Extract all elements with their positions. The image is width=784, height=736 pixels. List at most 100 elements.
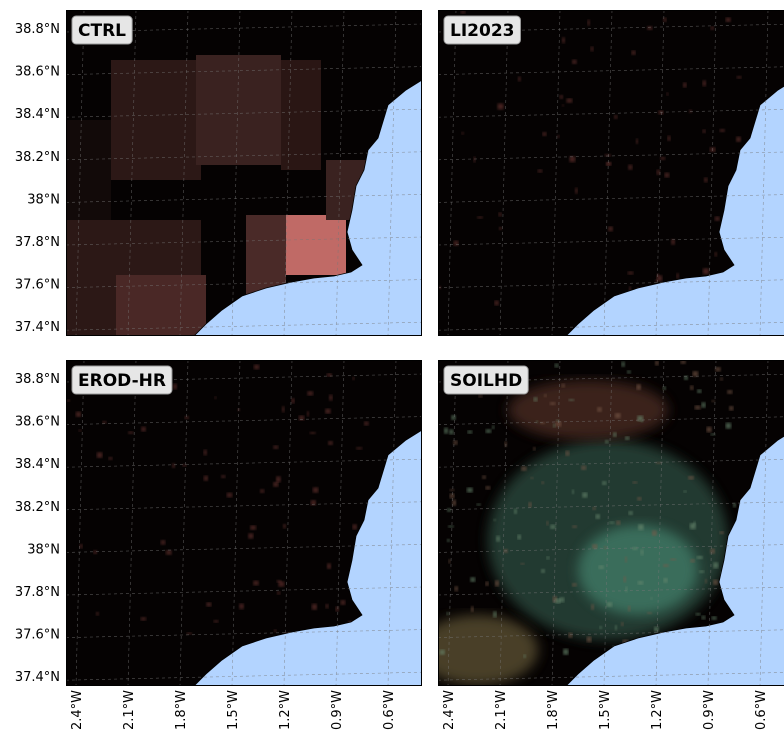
- emission-blob: [508, 380, 668, 440]
- emission-speck: [667, 136, 670, 141]
- emission-speck: [239, 604, 244, 609]
- emission-patch: [281, 60, 321, 170]
- emission-speck: [468, 430, 473, 433]
- emission-speck: [726, 18, 731, 22]
- emission-speck: [494, 519, 496, 521]
- emission-speck: [632, 51, 636, 55]
- emission-speck: [254, 365, 259, 369]
- panel-label-text: SOILHD: [450, 371, 522, 391]
- lon-tick-label: 1.8°W: [546, 690, 561, 730]
- emission-speck: [690, 523, 696, 529]
- emission-speck: [606, 162, 611, 165]
- emission-speck: [521, 563, 525, 565]
- emission-speck: [248, 533, 253, 538]
- emission-speck: [719, 531, 723, 534]
- emission-speck: [97, 452, 102, 458]
- emission-speck: [633, 547, 637, 550]
- emission-speck: [448, 559, 450, 563]
- emission-speck: [546, 556, 549, 559]
- map-panel: [438, 10, 784, 336]
- lon-tick-label: 2.1°W: [122, 690, 137, 730]
- lat-tick-label: 38.2°N: [15, 150, 60, 165]
- emission-speck: [727, 390, 732, 394]
- emission-speck: [621, 622, 624, 626]
- emission-speck: [616, 521, 620, 525]
- emission-speck: [655, 360, 658, 365]
- emission-speck: [572, 525, 577, 527]
- panel-label-text: CTRL: [78, 21, 126, 41]
- map-panel: [66, 360, 422, 686]
- emission-speck: [173, 384, 176, 390]
- emission-speck: [726, 423, 731, 429]
- emission-speck: [277, 580, 281, 582]
- emission-speck: [587, 637, 592, 642]
- emission-speck: [647, 612, 652, 614]
- emission-speck: [736, 137, 741, 142]
- emission-speck: [283, 524, 286, 528]
- map-panel: [66, 10, 422, 336]
- emission-patch: [111, 60, 201, 180]
- lat-tick-label: 38.2°N: [15, 500, 60, 515]
- lon-tick-label: 2.4°W: [70, 690, 85, 730]
- emission-speck: [654, 627, 659, 632]
- lat-tick-label: 38.6°N: [15, 65, 60, 80]
- lat-tick-label: 38.8°N: [15, 22, 60, 37]
- emission-speck: [93, 550, 97, 554]
- emission-speck: [712, 400, 715, 402]
- emission-speck: [546, 521, 548, 525]
- emission-speck: [625, 557, 627, 563]
- emission-speck: [697, 556, 703, 559]
- emission-speck: [187, 632, 192, 634]
- emission-speck: [591, 47, 594, 51]
- emission-speck: [562, 104, 564, 106]
- emission-speck: [477, 504, 481, 506]
- emission-speck: [660, 157, 665, 160]
- emission-speck: [605, 440, 608, 443]
- lat-tick-label: 37.8°N: [15, 585, 60, 600]
- lon-tick-label: 0.9°W: [702, 690, 717, 730]
- emission-speck: [665, 173, 670, 178]
- lat-tick-label: 38.6°N: [15, 415, 60, 430]
- emission-speck: [76, 412, 81, 417]
- emission-speck: [448, 525, 454, 527]
- emission-speck: [523, 655, 526, 658]
- emission-speck: [364, 422, 369, 426]
- emission-patch: [286, 215, 346, 275]
- emission-speck: [541, 569, 545, 573]
- emission-speck: [550, 525, 555, 529]
- emission-speck: [666, 93, 668, 96]
- emission-speck: [495, 580, 499, 586]
- emission-speck: [518, 77, 521, 81]
- map-panel: [418, 360, 784, 686]
- lat-tick-label: 38.4°N: [15, 107, 60, 122]
- emission-speck: [704, 178, 707, 182]
- emission-speck: [712, 616, 717, 619]
- emission-speck: [702, 402, 706, 407]
- emission-speck: [486, 429, 491, 433]
- emission-speck: [461, 132, 464, 134]
- emission-speck: [482, 476, 486, 479]
- emission-speck: [684, 490, 687, 492]
- emission-speck: [282, 406, 285, 412]
- emission-speck: [555, 599, 560, 604]
- emission-speck: [172, 463, 175, 468]
- emission-speck: [690, 386, 693, 390]
- emission-speck: [562, 384, 565, 387]
- emission-speck: [276, 476, 280, 482]
- panel-label: LI2023: [444, 16, 520, 44]
- emission-speck: [307, 391, 313, 395]
- emission-speck: [449, 429, 453, 434]
- lat-tick-label: 38°N: [27, 542, 60, 557]
- emission-speck: [341, 600, 346, 605]
- emission-speck: [183, 464, 187, 467]
- emission-speck: [693, 371, 698, 376]
- emission-speck: [477, 216, 483, 218]
- emission-speck: [702, 616, 706, 619]
- emission-speck: [471, 606, 474, 612]
- emission-speck: [531, 477, 534, 479]
- emission-speck: [641, 549, 644, 555]
- emission-speck: [534, 397, 538, 401]
- emission-speck: [562, 37, 565, 43]
- emission-speck: [440, 650, 445, 655]
- emission-speck: [615, 413, 621, 418]
